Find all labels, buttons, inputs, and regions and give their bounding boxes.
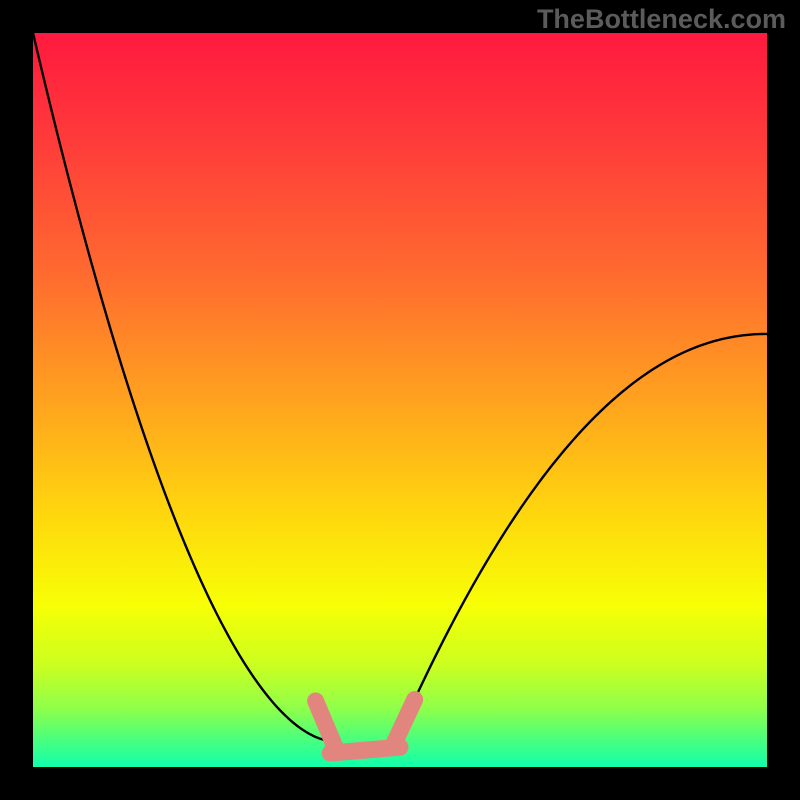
chart-svg [33, 33, 767, 767]
plot-background [33, 33, 767, 767]
plot-area [33, 33, 767, 767]
watermark-text: TheBottleneck.com [537, 4, 786, 35]
